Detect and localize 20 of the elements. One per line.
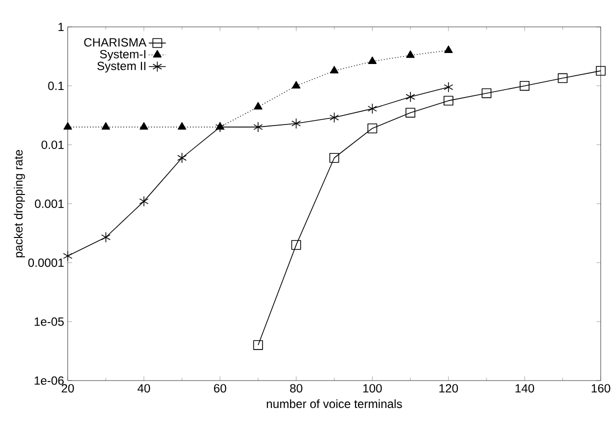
y-tick-label: 0.1 — [48, 81, 64, 90]
x-tick-label: 160 — [592, 384, 610, 392]
y-tick-label: 1e-05 — [34, 317, 64, 326]
y-tick-label: 0.01 — [42, 140, 64, 149]
x-tick-label: 60 — [214, 384, 226, 392]
x-tick-label: 80 — [290, 384, 302, 392]
y-tick-label: 0.0001 — [28, 258, 64, 267]
legend-label: CHARISMA — [84, 38, 146, 46]
legend-label: System-I — [100, 50, 146, 61]
x-axis-title: number of voice terminals — [266, 399, 402, 408]
y-tick-label: 1 — [58, 22, 64, 31]
legend-label: System II — [97, 62, 146, 72]
x-tick-label: 120 — [439, 384, 458, 392]
y-axis-title: packet dropping rate — [14, 150, 25, 258]
x-tick-label: 140 — [516, 384, 534, 392]
y-tick-label: 1e-06 — [34, 376, 64, 385]
y-tick-label: 0.001 — [34, 199, 64, 208]
x-tick-label: 20 — [62, 384, 74, 392]
x-tick-label: 40 — [138, 384, 150, 392]
x-tick-label: 100 — [363, 384, 382, 392]
